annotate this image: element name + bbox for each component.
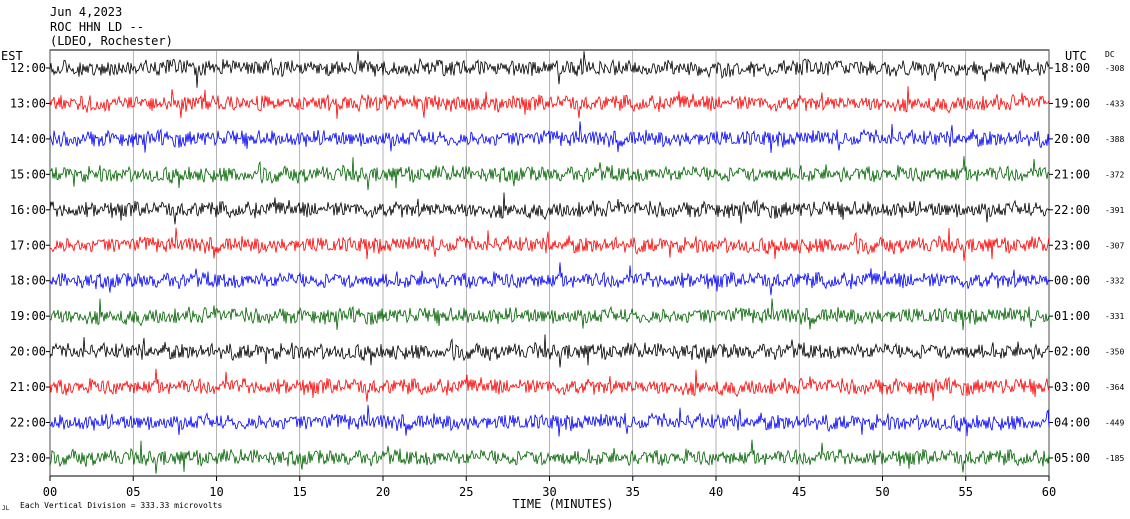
- trace-group: [49, 50, 1050, 474]
- utc-hour-label: 04:00: [1054, 416, 1090, 430]
- dc-offset-value: -331: [1105, 312, 1124, 321]
- x-tick-label: 55: [959, 485, 973, 499]
- row-labels: 12:00 18:00 -308 13:00 19:00 -433 14:00 20:00 -3…: [10, 61, 1125, 465]
- dc-offset-value: -372: [1105, 170, 1124, 179]
- seismic-trace: [49, 404, 1050, 437]
- chart-date: Jun 4,2023: [50, 5, 122, 19]
- est-hour-label: 21:00: [10, 380, 46, 394]
- utc-hour-label: 23:00: [1054, 238, 1090, 252]
- est-hour-label: 20:00: [10, 345, 46, 359]
- x-tick-label: 10: [209, 485, 223, 499]
- x-tick-label: 30: [542, 485, 556, 499]
- est-hour-label: 18:00: [10, 274, 46, 288]
- x-tick-label: 05: [126, 485, 140, 499]
- x-tick-label: 50: [875, 485, 889, 499]
- seismic-trace: [49, 50, 1050, 88]
- x-tick-label: 15: [293, 485, 307, 499]
- utc-hour-label: 05:00: [1054, 451, 1090, 465]
- dc-offset-value: -388: [1105, 135, 1124, 144]
- station-code: ROC HHN LD --: [50, 20, 144, 34]
- seismic-trace: [49, 192, 1050, 225]
- x-axis: 00 05 10 15 20 25 30 35 40 45 50 55 60: [43, 476, 1056, 499]
- dc-offset-value: -364: [1105, 383, 1124, 392]
- x-tick-label: 45: [792, 485, 806, 499]
- seismic-trace: [49, 368, 1050, 402]
- left-axis-label: EST: [1, 49, 23, 63]
- seismic-trace: [49, 86, 1050, 119]
- utc-hour-label: 02:00: [1054, 345, 1090, 359]
- est-hour-label: 23:00: [10, 451, 46, 465]
- est-hour-label: 15:00: [10, 167, 46, 181]
- x-tick-label: 35: [626, 485, 640, 499]
- utc-hour-label: 22:00: [1054, 203, 1090, 217]
- dc-offset-value: -307: [1105, 241, 1124, 250]
- est-hour-label: 12:00: [10, 61, 46, 75]
- est-hour-label: 17:00: [10, 238, 46, 252]
- est-hour-label: 13:00: [10, 96, 46, 110]
- est-hour-label: 16:00: [10, 203, 46, 217]
- x-tick-label: 60: [1042, 485, 1056, 499]
- seismic-trace: [49, 439, 1050, 474]
- chart-header: Jun 4,2023 ROC HHN LD -- (LDEO, Rocheste…: [50, 5, 173, 48]
- corner-mark: JL: [2, 505, 10, 512]
- right-axis-label: UTC: [1065, 49, 1087, 63]
- utc-hour-label: 00:00: [1054, 274, 1090, 288]
- est-hour-label: 14:00: [10, 132, 46, 146]
- utc-hour-label: 03:00: [1054, 380, 1090, 394]
- x-tick-label: 20: [376, 485, 390, 499]
- seismic-trace: [49, 298, 1050, 331]
- x-tick-label: 00: [43, 485, 57, 499]
- dc-offset-value: -391: [1105, 206, 1124, 215]
- x-tick-label: 25: [459, 485, 473, 499]
- dc-offset-value: -308: [1105, 64, 1124, 73]
- dc-offset-value: -332: [1105, 277, 1124, 286]
- seismic-trace: [49, 156, 1050, 191]
- utc-hour-label: 19:00: [1054, 96, 1090, 110]
- est-hour-label: 22:00: [10, 416, 46, 430]
- dc-offset-value: -185: [1105, 454, 1124, 463]
- utc-hour-label: 18:00: [1054, 61, 1090, 75]
- seismic-trace: [49, 262, 1050, 296]
- utc-hour-label: 01:00: [1054, 309, 1090, 323]
- utc-hour-label: 20:00: [1054, 132, 1090, 146]
- seismic-trace: [49, 334, 1050, 368]
- x-tick-label: 40: [709, 485, 723, 499]
- dc-offset-value: -433: [1105, 99, 1124, 108]
- scale-note: Each Vertical Division = 333.33 microvol…: [20, 501, 222, 510]
- utc-hour-label: 21:00: [1054, 167, 1090, 181]
- grid-lines: [49, 50, 1050, 476]
- dc-label: DC: [1105, 50, 1115, 59]
- seismic-trace: [49, 121, 1050, 153]
- seismic-trace: [49, 227, 1050, 262]
- x-axis-label: TIME (MINUTES): [512, 497, 613, 511]
- station-source: (LDEO, Rochester): [50, 34, 173, 48]
- dc-offset-value: -449: [1105, 419, 1124, 428]
- dc-offset-value: -350: [1105, 348, 1124, 357]
- est-hour-label: 19:00: [10, 309, 46, 323]
